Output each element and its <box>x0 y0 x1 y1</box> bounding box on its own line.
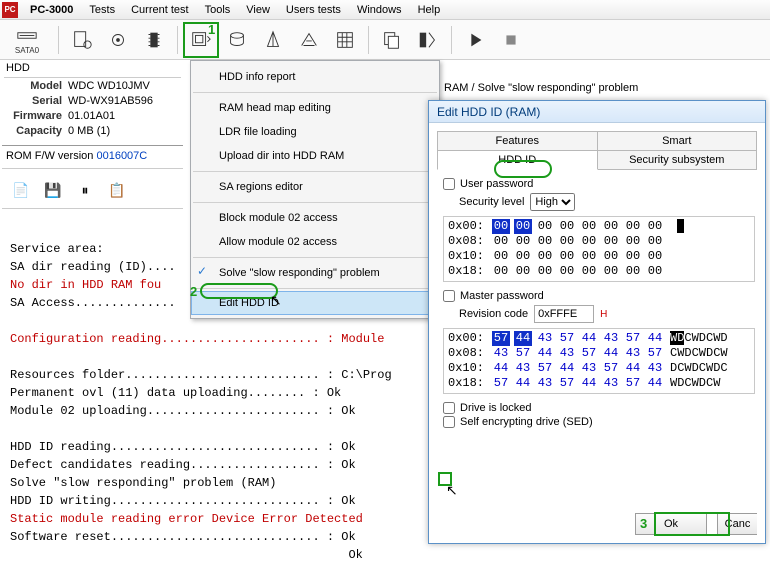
menu-users-tests[interactable]: Users tests <box>278 0 349 20</box>
drive-locked-checkbox[interactable] <box>443 402 455 414</box>
serial-value: WD-WX91AB596 <box>68 94 153 109</box>
annotation-num-1: 1 <box>208 22 215 37</box>
hex-indicator-icon: H <box>600 309 607 320</box>
menu-view[interactable]: View <box>238 0 278 20</box>
capacity-label: Capacity <box>0 124 68 139</box>
hdd-header: HDD <box>0 60 185 76</box>
master-password-hex[interactable]: 0x00:5744435744435744WDCWDCWD 0x08:43574… <box>443 328 755 394</box>
user-password-label: User password <box>460 178 533 190</box>
dd-sa-regions[interactable]: SA regions editor <box>191 175 439 199</box>
tb-grid-icon[interactable] <box>330 25 360 55</box>
tb-stop-icon[interactable] <box>496 25 526 55</box>
sed-checkbox[interactable] <box>443 416 455 428</box>
master-password-label: Master password <box>460 290 544 302</box>
dd-edit-hdd-id[interactable]: Edit HDD ID <box>191 291 439 315</box>
app-icon: PC <box>2 2 18 18</box>
app-title: PC-3000 <box>22 0 81 20</box>
tb-copy-icon[interactable] <box>377 25 407 55</box>
sed-check[interactable]: Self encrypting drive (SED) <box>443 416 755 428</box>
menu-tools[interactable]: Tools <box>197 0 239 20</box>
tb-play-icon[interactable] <box>460 25 490 55</box>
dd-allow-mod02[interactable]: Allow module 02 access <box>191 230 439 254</box>
dialog-title: Edit HDD ID (RAM) <box>429 101 765 123</box>
tb-exit-icon[interactable] <box>413 25 443 55</box>
sata-selector[interactable]: SATA0 <box>4 25 50 55</box>
dd-block-mod02[interactable]: Block module 02 access <box>191 206 439 230</box>
serial-label: Serial <box>0 94 68 109</box>
sata-label: SATA0 <box>15 46 39 55</box>
tab-smart[interactable]: Smart <box>598 131 758 151</box>
user-password-check[interactable]: User password <box>443 178 755 190</box>
dd-upload-dir[interactable]: Upload dir into HDD RAM <box>191 144 439 168</box>
mti-copy-icon[interactable]: 📋 <box>106 179 128 201</box>
mini-toolbar: 📄 💾 ⏸ 📋 <box>0 173 185 207</box>
user-password-checkbox[interactable] <box>443 178 455 190</box>
security-level-label: Security level <box>459 196 524 208</box>
tb-cylinder-icon[interactable] <box>222 25 252 55</box>
mti-doc-icon[interactable]: 📄 <box>10 179 32 201</box>
mti-save-icon[interactable]: 💾 <box>42 179 64 201</box>
revision-code-input[interactable] <box>534 305 594 323</box>
dd-hdd-info-report[interactable]: HDD info report <box>191 65 439 89</box>
menu-current-test[interactable]: Current test <box>123 0 196 20</box>
rom-label: ROM F/W version <box>6 150 93 162</box>
menubar: PC PC-3000 Tests Current test Tools View… <box>0 0 770 20</box>
sed-label: Self encrypting drive (SED) <box>460 416 593 428</box>
tb-tool-b-icon[interactable] <box>294 25 324 55</box>
tb-gear-icon[interactable] <box>103 25 133 55</box>
dd-ldr-loading[interactable]: LDR file loading <box>191 120 439 144</box>
main-toolbar: SATA0 <box>0 20 770 60</box>
cancel-button[interactable]: Canc <box>717 513 757 535</box>
model-label: Model <box>0 79 68 94</box>
capacity-value: 0 MB (1) <box>68 124 110 139</box>
tools-dropdown: HDD info report RAM head map editing LDR… <box>190 60 440 319</box>
user-password-hex[interactable]: 0x00:0000000000000000 0x08:0000000000000… <box>443 216 755 282</box>
menu-help[interactable]: Help <box>410 0 449 20</box>
dd-solve-slow[interactable]: ✓Solve "slow responding" problem <box>191 261 439 285</box>
tab-security-subsystem[interactable]: Security subsystem <box>598 150 758 170</box>
rom-value: 0016007C <box>96 150 147 162</box>
tabs-row-1: Features Smart <box>437 131 757 151</box>
tb-report-icon[interactable] <box>67 25 97 55</box>
rom-line: ROM F/W version 0016007C <box>0 148 185 164</box>
tb-chip-icon[interactable] <box>139 25 169 55</box>
tab-hdd-id[interactable]: HDD ID <box>437 150 598 170</box>
drive-locked-label: Drive is locked <box>460 402 532 414</box>
menu-tests[interactable]: Tests <box>81 0 123 20</box>
tabs-row-2: HDD ID Security subsystem <box>437 150 757 170</box>
annotation-num-3: 3 <box>640 516 647 531</box>
firmware-value: 01.01A01 <box>68 109 115 124</box>
hdd-info-pane: HDD ModelWDC WD10JMV SerialWD-WX91AB596 … <box>0 60 185 210</box>
check-icon: ✓ <box>197 263 207 279</box>
dd-ram-head-map[interactable]: RAM head map editing <box>191 96 439 120</box>
dialog-body: User password Security level High 0x00:0… <box>429 170 765 428</box>
master-password-check[interactable]: Master password <box>443 290 755 302</box>
model-value: WDC WD10JMV <box>68 79 150 94</box>
drive-locked-check[interactable]: Drive is locked <box>443 402 755 414</box>
breadcrumb-text: RAM / Solve "slow responding" problem <box>444 82 638 94</box>
menu-windows[interactable]: Windows <box>349 0 410 20</box>
tb-tool-a-icon[interactable] <box>258 25 288 55</box>
security-level-select[interactable]: High <box>530 193 575 211</box>
edit-hdd-id-dialog: Edit HDD ID (RAM) Features Smart HDD ID … <box>428 100 766 544</box>
mti-pause-icon[interactable]: ⏸ <box>74 179 96 201</box>
annotation-num-2: 2 <box>190 284 197 299</box>
tab-features[interactable]: Features <box>437 131 598 151</box>
revision-code-label: Revision code <box>459 308 528 320</box>
firmware-label: Firmware <box>0 109 68 124</box>
dialog-buttons: Ok Canc <box>635 513 757 535</box>
master-password-checkbox[interactable] <box>443 290 455 302</box>
